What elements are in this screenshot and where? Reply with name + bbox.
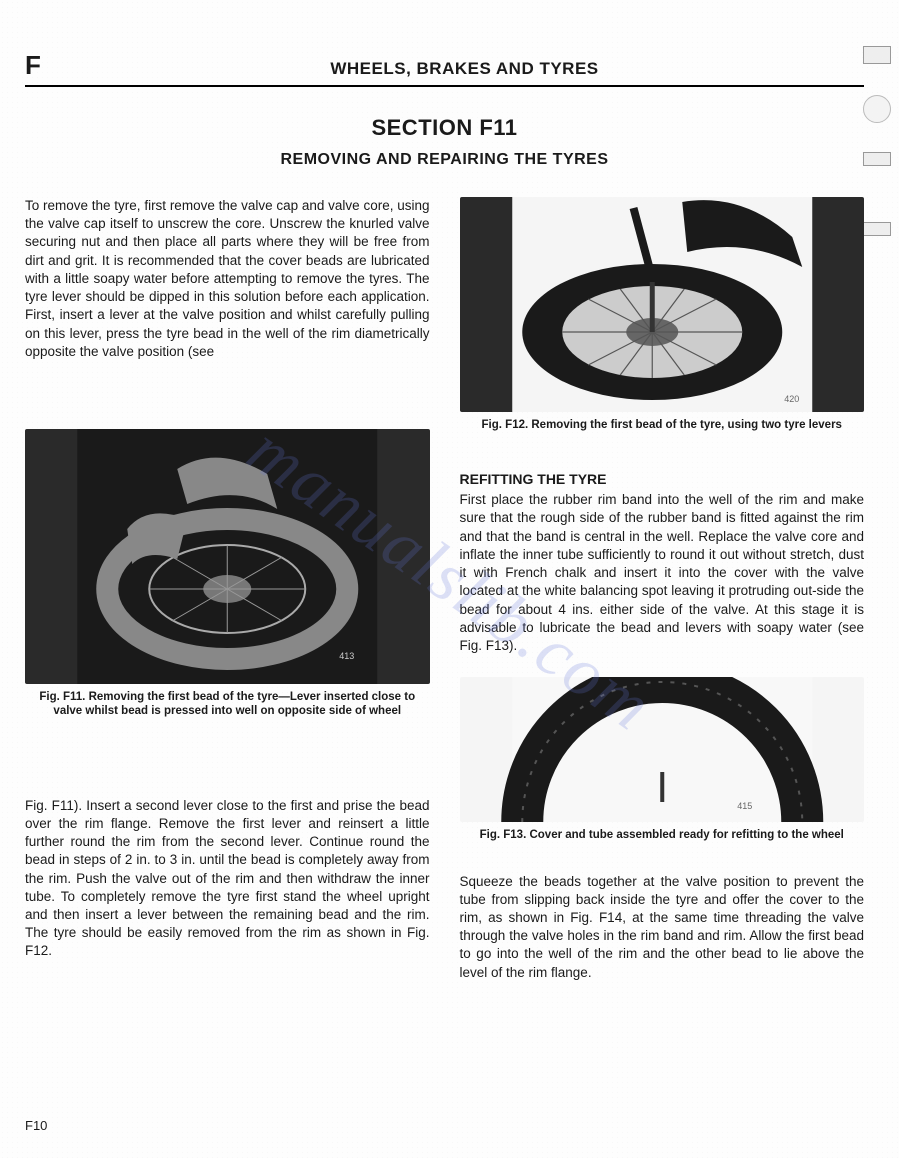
figure-f13-image: 415 (460, 677, 865, 822)
figure-f13-block: 415 Fig. F13. Cover and tube assembled r… (460, 677, 865, 842)
left-para-1: To remove the tyre, first remove the val… (25, 197, 430, 361)
tyre-cover-illustration-icon: 415 (460, 677, 865, 822)
section-letter: F (25, 50, 65, 81)
binder-notch-2 (863, 152, 891, 166)
wheel-illustration-icon: 413 (25, 429, 430, 684)
figure-ref: 415 (737, 801, 752, 811)
figure-ref: 420 (784, 394, 799, 404)
left-para-2: Fig. F11). Insert a second lever close t… (25, 797, 430, 961)
figure-f11-caption: Fig. F11. Removing the first bead of the… (25, 690, 430, 719)
left-column: To remove the tyre, first remove the val… (25, 197, 430, 982)
figure-f12-caption: Fig. F12. Removing the first bead of the… (460, 418, 865, 432)
binder-notch-1 (863, 46, 891, 64)
right-column: 420 Fig. F12. Removing the first bead of… (460, 197, 865, 982)
page-header: F WHEELS, BRAKES AND TYRES (25, 50, 864, 87)
binder-notch-3 (863, 222, 891, 236)
figure-ref: 413 (339, 651, 354, 661)
right-para-2: Squeeze the beads together at the valve … (460, 873, 865, 982)
figure-f12-block: 420 Fig. F12. Removing the first bead of… (460, 197, 865, 432)
header-title: WHEELS, BRAKES AND TYRES (65, 59, 864, 79)
page-number: F10 (25, 1118, 47, 1133)
refitting-title: REFITTING THE TYRE (460, 470, 865, 489)
figure-f11-block: 413 Fig. F11. Removing the first bead of… (25, 429, 430, 719)
content-columns: To remove the tyre, first remove the val… (25, 197, 864, 982)
figure-f13-caption: Fig. F13. Cover and tube assembled ready… (460, 828, 865, 842)
wheel-lever-illustration-icon: 420 (460, 197, 865, 412)
figure-f12-image: 420 (460, 197, 865, 412)
binder-hole-1 (863, 95, 891, 123)
sub-title: REMOVING AND REPAIRING THE TYRES (25, 151, 864, 169)
right-para-1: First place the rubber rim band into the… (460, 491, 865, 655)
figure-f11-image: 413 (25, 429, 430, 684)
main-title: SECTION F11 (25, 115, 864, 141)
